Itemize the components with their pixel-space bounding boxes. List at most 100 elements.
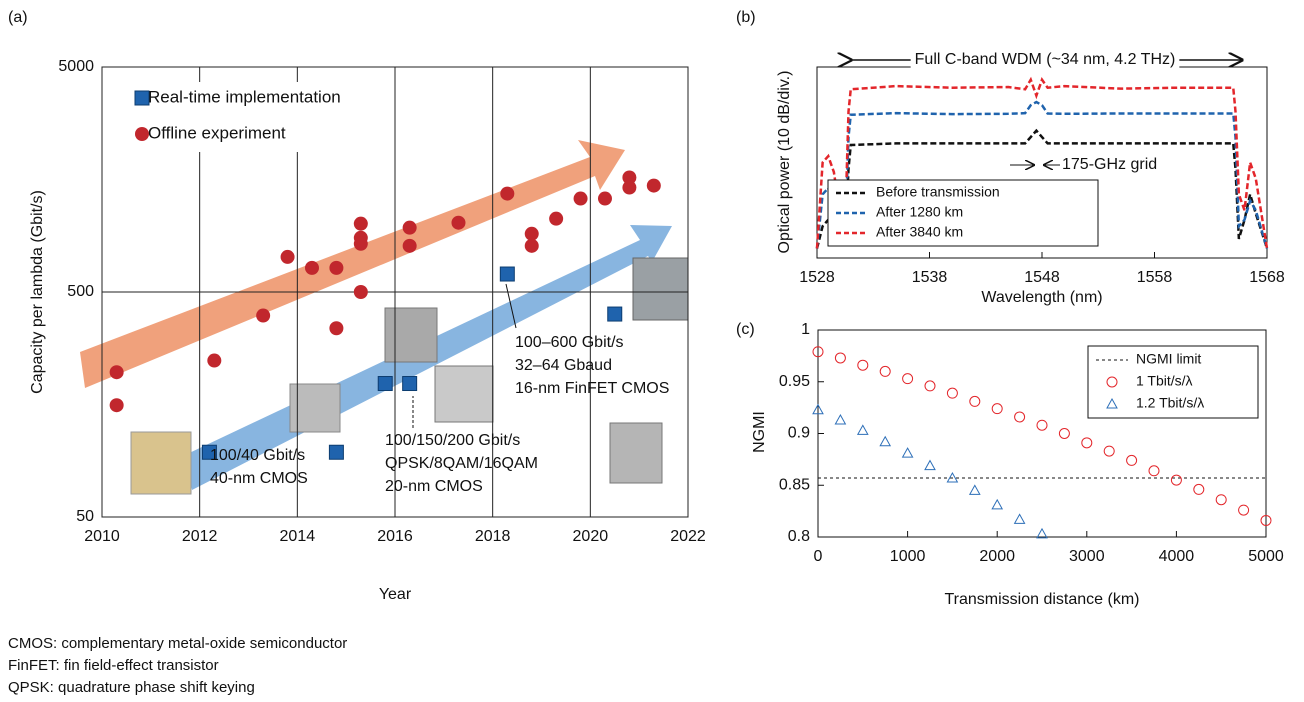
panel-label: (a) — [8, 9, 28, 26]
triangle-marker — [880, 437, 890, 446]
annotation: 16-nm FinFET CMOS — [515, 380, 669, 397]
y-axis-label: Capacity per lambda (Gbit/s) — [29, 190, 46, 394]
x-axis-label: Year — [379, 586, 412, 603]
triangle-marker — [858, 425, 868, 434]
x-tick-label: 5000 — [1248, 548, 1284, 565]
circle-marker — [207, 354, 221, 368]
circle-marker — [1171, 475, 1181, 485]
circle-marker — [903, 374, 913, 384]
triangle-marker — [1015, 514, 1025, 523]
square-marker — [403, 377, 417, 391]
x-tick-label: 2020 — [573, 528, 609, 545]
square-marker — [329, 445, 343, 459]
legend-label: Real-time implementation — [148, 87, 341, 106]
annotation: 100/150/200 Gbit/s — [385, 432, 520, 449]
circle-marker — [1149, 466, 1159, 476]
circle-marker — [992, 404, 1002, 414]
x-tick-label: 1528 — [799, 269, 835, 286]
square-marker — [135, 91, 149, 105]
triangle-marker — [903, 448, 913, 457]
x-tick-label: 2014 — [280, 528, 316, 545]
triangle-marker — [992, 500, 1002, 509]
circle-marker — [135, 127, 149, 141]
x-tick-label: 2012 — [182, 528, 218, 545]
circle-marker — [1239, 505, 1249, 515]
x-axis-label: Transmission distance (km) — [944, 591, 1139, 608]
page: {"chart_data": [ {"type": "scatter", "la… — [0, 0, 1304, 702]
x-tick-label: 2000 — [979, 548, 1015, 565]
figure: (a)2010201220142016201820202022505005000… — [0, 0, 1304, 702]
circle-marker — [329, 321, 343, 335]
circle-marker — [281, 250, 295, 264]
chip-image — [385, 308, 437, 362]
x-axis-label: Wavelength (nm) — [981, 289, 1102, 306]
circle-marker — [947, 388, 957, 398]
circle-marker — [451, 216, 465, 230]
y-tick-label: 0.8 — [788, 528, 810, 545]
x-tick-label: 2022 — [670, 528, 706, 545]
circle-marker — [1194, 484, 1204, 494]
legend-label: NGMI limit — [1136, 351, 1201, 367]
y-tick-label: 1 — [801, 321, 810, 338]
circle-marker — [880, 366, 890, 376]
legend-label: 1 Tbit/s/λ — [1136, 373, 1193, 389]
circle-marker — [354, 237, 368, 251]
circle-marker — [622, 181, 636, 195]
x-tick-label: 3000 — [1069, 548, 1105, 565]
circle-marker — [110, 398, 124, 412]
circle-marker — [403, 221, 417, 235]
legend-label: After 1280 km — [876, 204, 963, 220]
annotation: 100/40 Gbit/s — [210, 447, 305, 464]
annotation: 32–64 Gbaud — [515, 357, 612, 374]
circle-marker — [925, 381, 935, 391]
annotation: QPSK/8QAM/16QAM — [385, 455, 538, 472]
circle-marker — [403, 239, 417, 253]
x-tick-label: 1548 — [1024, 269, 1060, 286]
circle-marker — [970, 396, 980, 406]
circle-marker — [329, 261, 343, 275]
x-tick-label: 0 — [814, 548, 823, 565]
x-tick-label: 2010 — [84, 528, 120, 545]
x-tick-label: 2018 — [475, 528, 511, 545]
y-tick-label: 50 — [76, 508, 94, 525]
y-tick-label: 5000 — [58, 58, 94, 75]
circle-marker — [1216, 495, 1226, 505]
circle-marker — [1015, 412, 1025, 422]
circle-marker — [1127, 455, 1137, 465]
panel-a-decoration — [80, 140, 688, 494]
annotation: 100–600 Gbit/s — [515, 334, 624, 351]
circle-marker — [549, 212, 563, 226]
y-axis-label: Optical power (10 dB/div.) — [776, 71, 793, 254]
chip-image — [633, 258, 688, 320]
annotation: 20-nm CMOS — [385, 478, 483, 495]
circle-marker — [354, 285, 368, 299]
annotation: 40-nm CMOS — [210, 470, 308, 487]
y-axis-label: NGMI — [751, 411, 768, 453]
x-tick-label: 1568 — [1249, 269, 1285, 286]
annotation: 175-GHz grid — [1062, 156, 1157, 173]
y-tick-label: 0.95 — [779, 373, 810, 390]
circle-marker — [1104, 446, 1114, 456]
footnote: FinFET: fin field-effect transistor — [8, 657, 219, 674]
circle-marker — [574, 192, 588, 206]
x-tick-label: 4000 — [1159, 548, 1195, 565]
circle-marker — [1037, 420, 1047, 430]
legend-label: 1.2 Tbit/s/λ — [1136, 395, 1204, 411]
circle-marker — [500, 187, 514, 201]
legend-label: After 3840 km — [876, 224, 963, 240]
legend-label: Offline experiment — [148, 123, 286, 142]
y-tick-label: 0.9 — [788, 425, 810, 442]
chip-image — [435, 366, 493, 422]
chip-image — [131, 432, 191, 494]
circle-marker — [647, 179, 661, 193]
triangle-marker — [925, 461, 935, 470]
square-marker — [608, 307, 622, 321]
legend-label: Before transmission — [876, 184, 1000, 200]
panel-label: (b) — [736, 9, 756, 26]
circle-marker — [525, 239, 539, 253]
circle-marker — [110, 365, 124, 379]
circle-marker — [858, 360, 868, 370]
circle-marker — [354, 217, 368, 231]
chip-image — [610, 423, 662, 483]
x-tick-label: 2016 — [377, 528, 413, 545]
